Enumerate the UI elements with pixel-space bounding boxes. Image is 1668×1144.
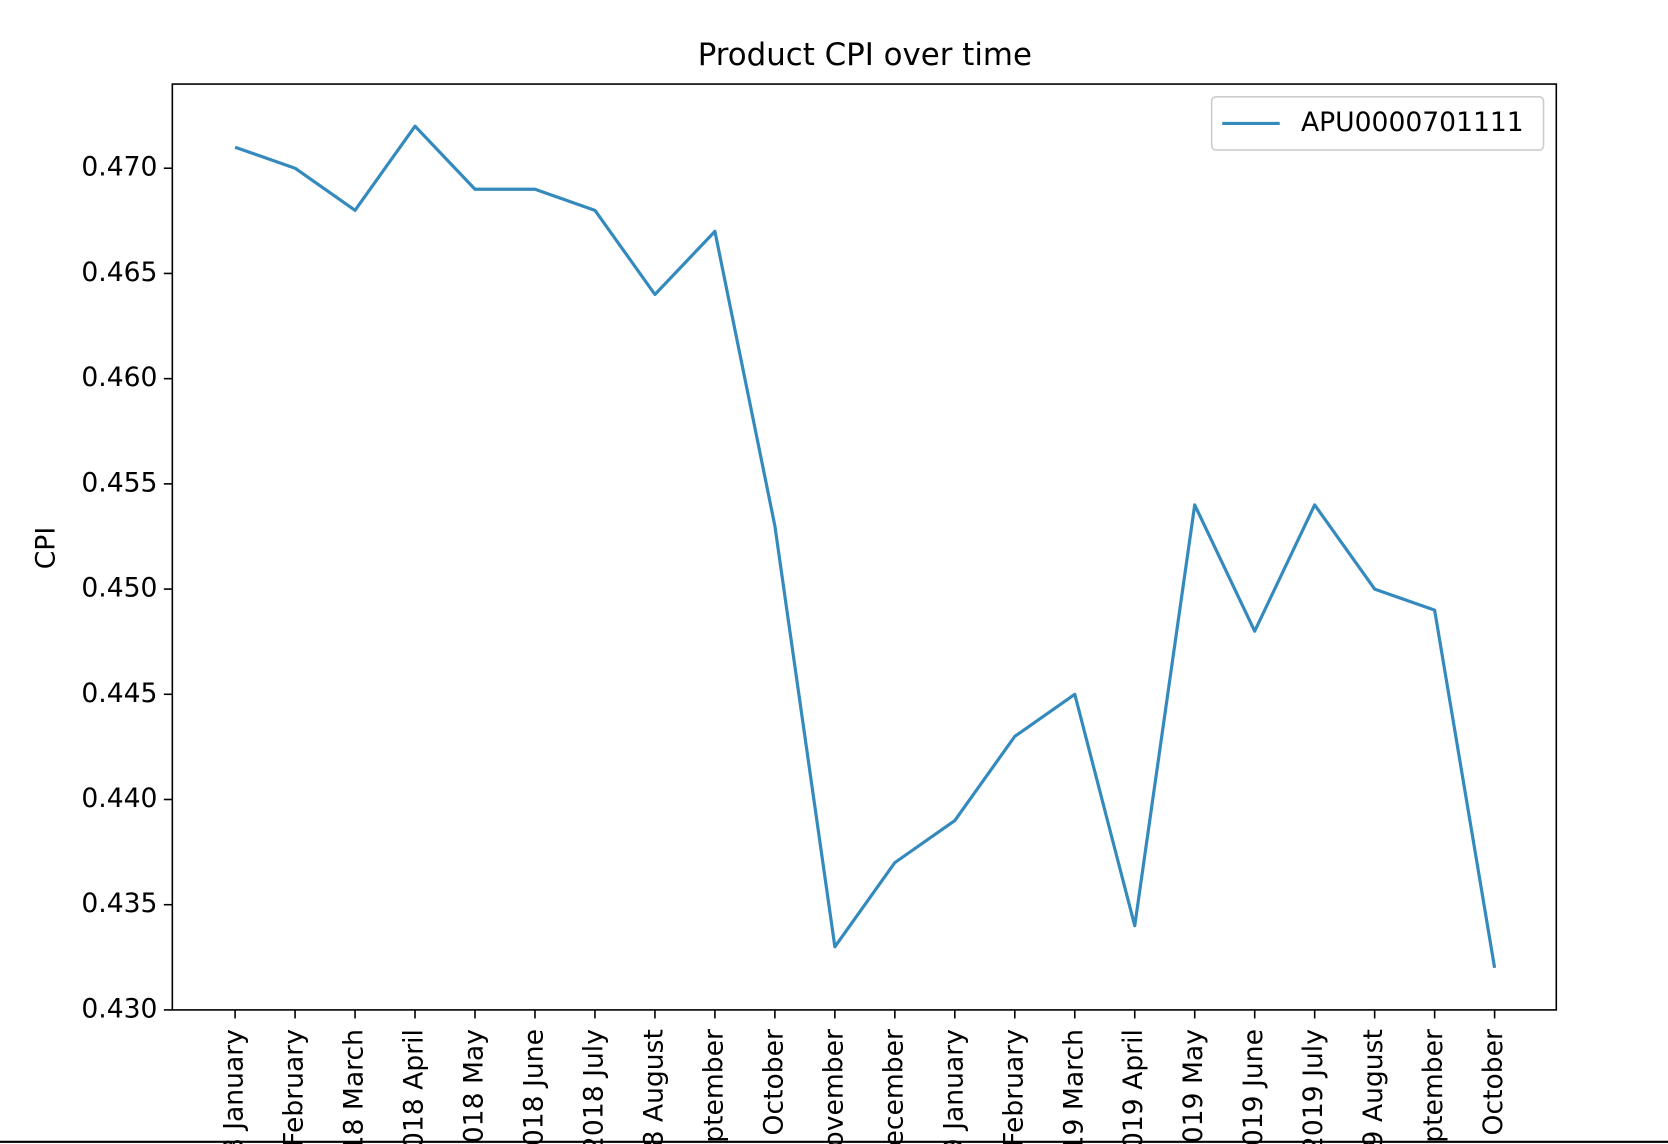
y-tick-label: 0.430 (81, 993, 157, 1024)
legend-label: APU0000701111 (1301, 107, 1524, 138)
x-tick-label: 2018 October (758, 1029, 789, 1144)
x-tick-label: 2018 June (518, 1029, 549, 1144)
x-tick-label: 2018 April (399, 1029, 430, 1144)
y-tick-label: 0.440 (81, 783, 157, 814)
legend-box (1210, 96, 1545, 151)
x-tick-label: 2019 January (938, 1029, 969, 1144)
x-tick-label: 2018 September (698, 1029, 729, 1144)
x-tick-label: 2018 January (219, 1029, 250, 1144)
x-tick-label: 2018 November (818, 1029, 849, 1144)
x-tick-label: 2019 February (998, 1029, 1029, 1144)
x-tick-label: 2019 May (1178, 1029, 1209, 1144)
y-tick-label: 0.470 (81, 152, 157, 183)
y-tick-label: 0.460 (81, 362, 157, 393)
x-tick-label: 2018 December (878, 1029, 909, 1144)
y-tick-label: 0.435 (81, 888, 157, 919)
x-tick-label: 2019 August (1358, 1029, 1389, 1144)
x-tick-label: 2019 October (1478, 1029, 1509, 1144)
x-tick-label: 2018 February (279, 1029, 310, 1144)
data-line (234, 124, 1497, 969)
x-tick-label: 2018 May (459, 1029, 490, 1144)
y-tick-label: 0.465 (81, 257, 157, 288)
y-tick-label: 0.450 (81, 573, 157, 604)
chart-title: Product CPI over time (698, 37, 1032, 73)
x-tick-label: 2019 April (1118, 1029, 1149, 1144)
plot-frame (171, 83, 1558, 1011)
x-tick-label: 2019 July (1298, 1029, 1329, 1144)
x-tick-label: 2019 June (1238, 1029, 1269, 1144)
x-tick-label: 2018 March (339, 1029, 370, 1144)
x-tick-label: 2019 March (1058, 1029, 1089, 1144)
x-tick-label: 2018 August (638, 1029, 669, 1144)
x-tick-label: 2018 July (578, 1029, 609, 1144)
y-tick-label: 0.445 (81, 678, 157, 709)
y-tick-label: 0.455 (81, 467, 157, 498)
x-tick-label: 2019 September (1418, 1029, 1449, 1144)
y-axis-label: CPI (30, 527, 61, 569)
